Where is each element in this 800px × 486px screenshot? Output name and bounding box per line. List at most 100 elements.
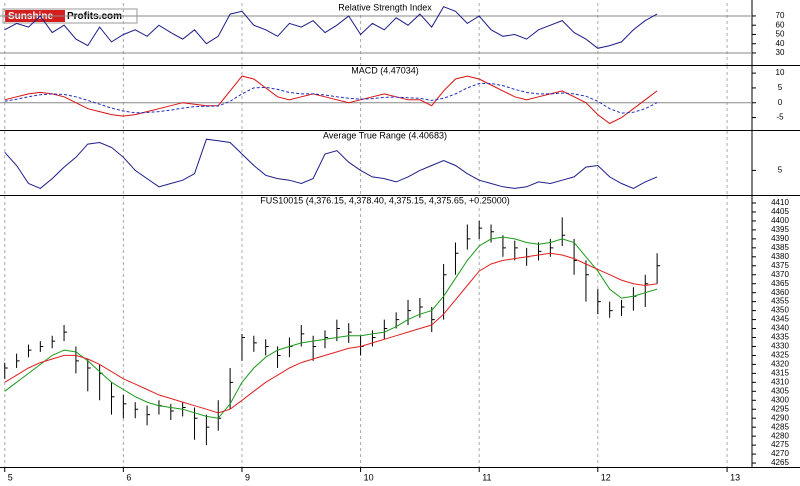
y-tick-label: 40 [776,39,785,48]
y-tick-label: -5 [776,113,784,122]
y-tick-label: 4350 [771,306,789,315]
panel: 10 5 0 -5 MACD (4.47034) [0,65,785,130]
hlc-bar [87,359,91,392]
x-tick-label: 6 [126,472,131,482]
y-tick-label: 4345 [771,315,789,324]
hlc-bar [478,220,483,239]
y-tick-label: 4295 [771,404,789,413]
title-bg [245,196,525,206]
hlc-bar [348,323,352,343]
hlc-bar [265,339,269,356]
hlc-bar [656,253,661,284]
x-tick-label: 9 [245,472,250,482]
hlc-bar [241,333,245,361]
panel: 5 Average True Range (4.40683) [4,130,783,195]
x-tick-label: 5 [8,472,13,482]
hlc-bar [253,335,257,352]
hlc-bar [170,403,174,421]
hlc-bar [407,299,412,325]
y-tick-label: 5 [778,83,783,92]
hlc-bar [122,394,127,419]
logo-part1: Sunshine [8,11,53,22]
hlc-bar [371,330,376,347]
hlc-bar [146,405,151,426]
series-line [4,6,658,49]
hlc-bar [514,240,518,261]
y-tick-label: 4400 [771,216,789,225]
series-line [4,83,658,114]
hlc-bar [549,238,554,257]
panel-title: FUS10015 (4,376.15, 4,378.40, 4,375.15, … [260,195,509,205]
hlc-bar [39,341,44,352]
hlc-bar [466,224,471,250]
y-tick-label: 4305 [771,386,789,395]
panel: 4410440544004395439043854380437543704365… [4,195,789,467]
hlc-bar [431,307,435,333]
y-tick-label: 4330 [771,342,789,351]
hlc-bar [312,335,317,361]
x-tick-label: 13 [730,472,740,482]
y-tick-label: 4355 [771,297,789,306]
hlc-bar [4,362,8,379]
y-tick-label: 4315 [771,368,789,377]
y-tick-label: 4325 [771,351,789,360]
hlc-bar [395,312,400,329]
hlc-bar [502,235,506,257]
hlc-bar [621,299,625,316]
y-tick-label: 4340 [771,324,789,333]
series-line [4,252,658,414]
hlc-bar [229,367,234,410]
hlc-bar [51,335,56,349]
panel-title: Average True Range (4.40683) [323,130,447,140]
y-tick-label: 4335 [771,333,789,342]
title-bg [328,3,442,13]
hlc-bar [27,344,32,358]
y-tick-label: 4275 [771,440,789,449]
y-tick-label: 0 [778,98,783,107]
hlc-bar [573,238,578,275]
y-tick-label: 5 [778,165,783,174]
hlc-bar [454,242,459,275]
logo-part2: Profits.com [67,11,122,22]
title-bg [348,66,422,76]
hlc-bar [134,402,139,419]
x-tick-label: 12 [601,472,611,482]
y-tick-label: 4280 [771,431,789,440]
y-tick-label: 4395 [771,225,789,234]
y-tick-label: 4370 [771,270,789,279]
y-tick-label: 4265 [771,458,789,467]
y-tick-label: 10 [776,68,785,77]
y-tick-label: 4365 [771,279,789,288]
y-tick-label: 4380 [771,252,789,261]
y-tick-label: 4285 [771,422,789,431]
y-tick-label: 4300 [771,395,789,404]
x-tick-label: 10 [364,472,374,482]
y-tick-label: 60 [776,20,785,29]
hlc-bar [597,289,601,315]
panel-title: MACD (4.47034) [351,65,419,75]
hlc-bar [63,324,68,342]
hlc-bar [561,217,566,247]
y-tick-label: 30 [776,48,785,57]
x-tick-label: 11 [482,472,491,482]
y-tick-label: 4375 [771,261,789,270]
y-tick-label: 4320 [771,360,789,369]
hlc-bar [383,319,388,340]
hlc-bar [75,346,79,374]
y-tick-label: 4310 [771,377,789,386]
hlc-bar [537,242,542,261]
hlc-bar [585,260,589,302]
panel-title: Relative Strength Index [338,2,432,12]
series-line [4,236,658,419]
hlc-bar [16,353,20,368]
hlc-bar [110,382,115,415]
y-tick-label: 4410 [771,198,789,207]
y-tick-label: 4360 [771,288,789,297]
title-bg [316,131,454,141]
y-tick-label: 50 [776,30,785,39]
y-tick-label: 70 [776,11,785,20]
series-line [4,138,658,189]
hlc-bar [205,414,210,446]
